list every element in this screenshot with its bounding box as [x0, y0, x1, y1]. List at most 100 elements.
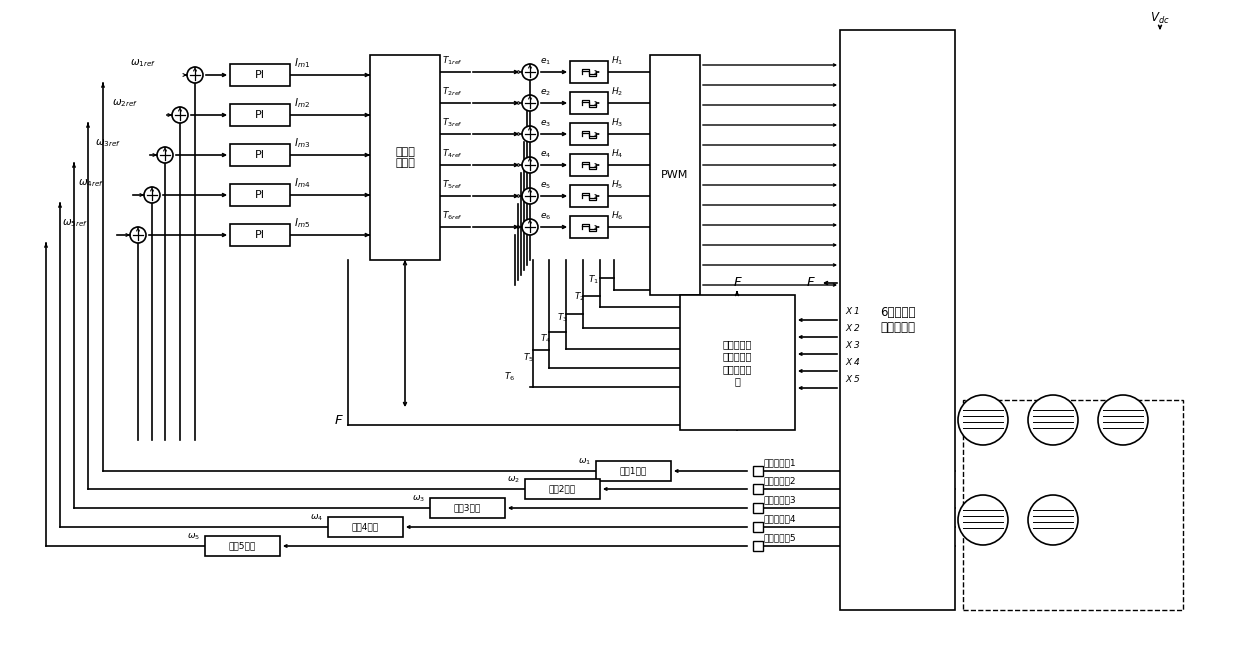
Text: $\omega_1$: $\omega_1$ [577, 457, 591, 467]
Text: 位置传感器5: 位置传感器5 [763, 533, 795, 542]
Text: $\omega_2$: $\omega_2$ [507, 475, 520, 485]
Bar [525, 479, 600, 499]
Text: $e_4$: $e_4$ [540, 149, 551, 160]
Text: $\omega_{3ref}$: $\omega_{3ref}$ [95, 137, 121, 149]
Text: 位置传感器1: 位置传感器1 [763, 458, 795, 467]
Circle shape [1098, 395, 1149, 445]
Text: X 3: X 3 [845, 341, 860, 350]
Text: $T_5$: $T_5$ [523, 352, 534, 364]
Text: $T_3$: $T_3$ [558, 311, 567, 324]
Text: 转速1计算: 转速1计算 [620, 467, 647, 475]
Text: 参考转
矩计算: 参考转 矩计算 [395, 147, 415, 169]
Text: 转速2计算: 转速2计算 [549, 485, 576, 494]
Bar [753, 503, 763, 513]
Text: $I_{m4}$: $I_{m4}$ [294, 176, 310, 190]
Bar [230, 144, 290, 166]
Text: $I_{m5}$: $I_{m5}$ [294, 216, 310, 230]
Text: $\omega_{2ref}$: $\omega_{2ref}$ [112, 97, 139, 109]
Bar [328, 517, 403, 537]
Bar [963, 400, 1183, 610]
Text: PWM: PWM [662, 170, 689, 180]
Text: X 4: X 4 [845, 358, 860, 367]
Text: $T_{3ref}$: $T_{3ref}$ [442, 116, 463, 129]
Circle shape [958, 395, 1009, 445]
Bar [230, 224, 290, 246]
Text: $I_{m1}$: $I_{m1}$ [294, 56, 310, 70]
Text: $e_2$: $e_2$ [540, 87, 551, 98]
Text: $e_3$: $e_3$ [540, 118, 551, 129]
Circle shape [1028, 395, 1078, 445]
Circle shape [522, 126, 538, 142]
Bar [570, 185, 608, 207]
Text: 转速4计算: 转速4计算 [352, 522, 379, 531]
Circle shape [522, 64, 538, 80]
Bar [570, 92, 608, 114]
Circle shape [1028, 495, 1078, 545]
Circle shape [130, 227, 146, 243]
Text: PI: PI [255, 110, 265, 120]
Circle shape [522, 219, 538, 235]
Text: $T_6$: $T_6$ [504, 371, 515, 383]
Text: $\omega_3$: $\omega_3$ [413, 494, 425, 504]
Text: $T_{4ref}$: $T_{4ref}$ [442, 147, 463, 160]
Text: $\omega_{1ref}$: $\omega_{1ref}$ [130, 58, 156, 69]
Text: $e_1$: $e_1$ [540, 56, 551, 67]
Text: 位置传感器3: 位置传感器3 [763, 495, 795, 504]
Bar [753, 522, 763, 532]
Text: $T_{6ref}$: $T_{6ref}$ [442, 210, 463, 222]
Bar [570, 61, 608, 83]
Circle shape [144, 187, 160, 203]
Text: PI: PI [255, 230, 265, 240]
Text: $T_{2ref}$: $T_{2ref}$ [442, 85, 463, 98]
Text: X 1: X 1 [845, 307, 860, 316]
Text: 转速5计算: 转速5计算 [229, 541, 256, 551]
Text: PI: PI [255, 150, 265, 160]
Text: X 5: X 5 [845, 375, 860, 384]
Text: 位置传感器4: 位置传感器4 [763, 514, 795, 523]
Text: $\omega_{5ref}$: $\omega_{5ref}$ [62, 217, 88, 229]
Text: 转速3计算: 转速3计算 [453, 504, 481, 512]
Bar [753, 541, 763, 551]
Text: $\omega_{4ref}$: $\omega_{4ref}$ [78, 177, 104, 189]
Bar [570, 154, 608, 176]
Text: $H_4$: $H_4$ [611, 147, 623, 160]
Text: $H_3$: $H_3$ [611, 116, 623, 129]
Text: $T_1$: $T_1$ [589, 274, 598, 286]
Text: 位置传感器2: 位置传感器2 [763, 476, 795, 485]
Text: $T_2$: $T_2$ [574, 290, 585, 303]
Text: $e_5$: $e_5$ [540, 180, 551, 191]
Bar [230, 104, 290, 126]
Text: 转矩计算，
故障检测和
容错控制策
略: 转矩计算， 故障检测和 容错控制策 略 [722, 339, 752, 386]
Bar [230, 64, 290, 86]
Text: $H_5$: $H_5$ [611, 178, 623, 191]
Circle shape [522, 95, 538, 111]
Bar [204, 536, 280, 556]
Circle shape [187, 67, 203, 83]
Text: PI: PI [255, 190, 265, 200]
Bar [840, 30, 955, 610]
Text: 6相电压型
容错逆变器: 6相电压型 容错逆变器 [880, 306, 916, 334]
Bar [430, 498, 506, 518]
Text: $H_1$: $H_1$ [611, 54, 623, 67]
Circle shape [522, 188, 538, 204]
Bar [650, 55, 700, 295]
Text: PI: PI [255, 70, 265, 80]
Circle shape [157, 147, 173, 163]
Bar [753, 484, 763, 494]
Text: $T_{1ref}$: $T_{1ref}$ [442, 54, 463, 67]
Text: $\omega_5$: $\omega_5$ [187, 531, 199, 542]
Bar [753, 466, 763, 476]
Text: F: F [807, 276, 814, 290]
Text: X 2: X 2 [845, 324, 860, 333]
Text: $I_{m2}$: $I_{m2}$ [294, 97, 310, 110]
Bar [230, 184, 290, 206]
Text: $H_6$: $H_6$ [611, 210, 623, 222]
Bar [570, 123, 608, 145]
Text: $H_2$: $H_2$ [611, 85, 623, 98]
Text: $T_{5ref}$: $T_{5ref}$ [442, 178, 463, 191]
Bar [370, 55, 440, 260]
Text: $T_4$: $T_4$ [540, 332, 551, 345]
Text: $I_{m3}$: $I_{m3}$ [294, 136, 310, 150]
Circle shape [172, 107, 188, 123]
Bar [570, 216, 608, 238]
